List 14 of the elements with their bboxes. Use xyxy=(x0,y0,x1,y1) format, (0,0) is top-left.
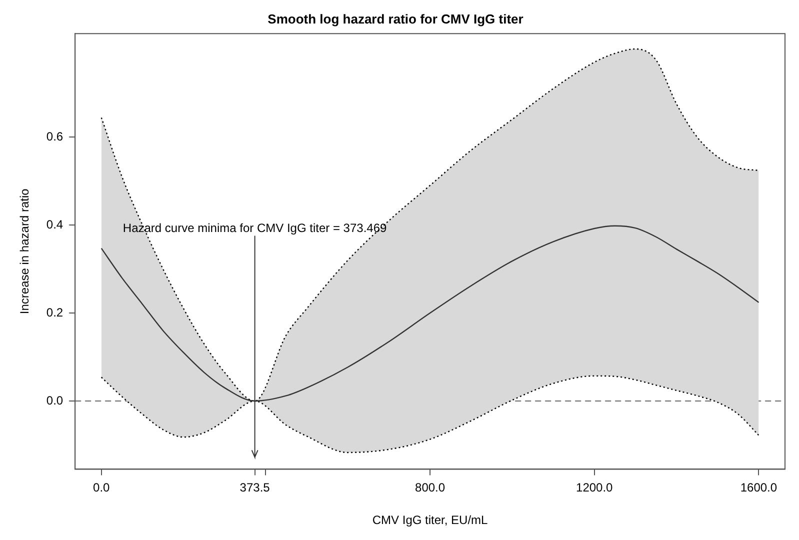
y-tick-label: 0.2 xyxy=(46,305,64,320)
y-axis-title: Increase in hazard ratio xyxy=(18,188,32,314)
x-axis-title: CMV IgG titer, EU/mL xyxy=(372,513,488,528)
y-tick-label: 0.4 xyxy=(46,217,64,232)
y-tick-label: 0.0 xyxy=(46,393,64,408)
x-tick-label: 1600.0 xyxy=(740,480,778,495)
x-tick-label: 800.0 xyxy=(415,480,446,495)
x-tick-label: 1200.0 xyxy=(576,480,614,495)
y-tick-label: 0.6 xyxy=(46,129,64,144)
x-tick-label: 0.0 xyxy=(93,480,110,495)
x-tick-label: 373.5 xyxy=(240,480,270,495)
line-series xyxy=(100,375,760,454)
ref-line-label: Hazard curve minima for CMV IgG titer = 373.469 xyxy=(122,220,388,235)
chart-title: Smooth log hazard ratio for CMV IgG titer xyxy=(268,11,524,26)
